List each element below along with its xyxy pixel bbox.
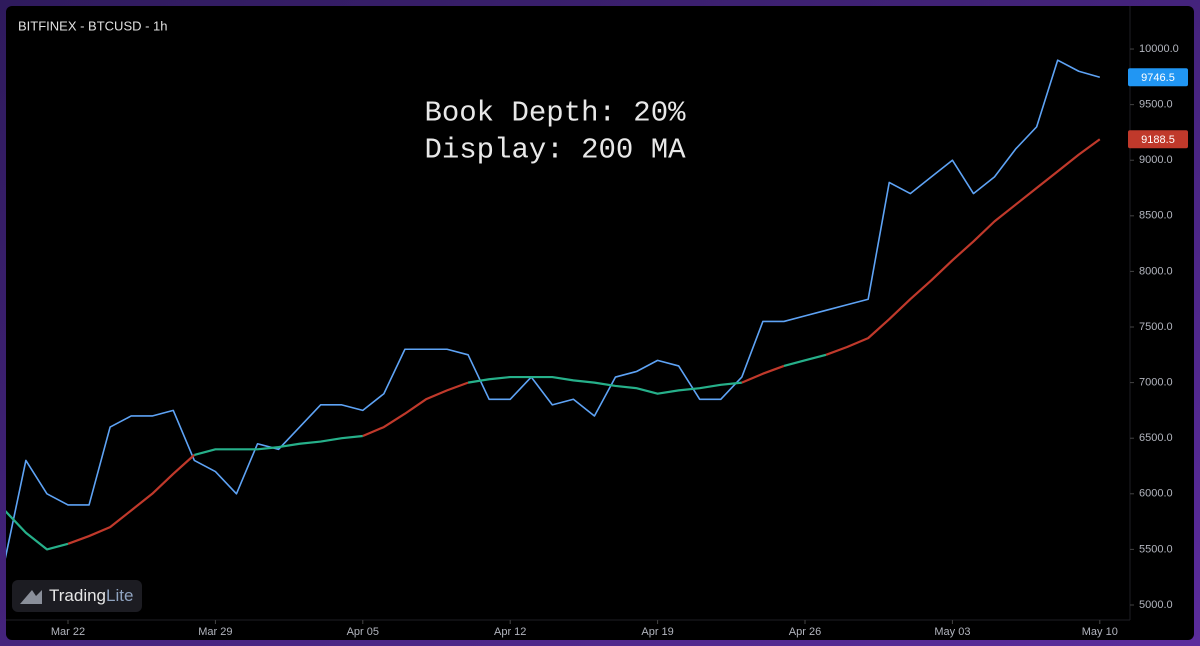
watermark: TradingLite [12, 580, 142, 612]
chart-title: BITFINEX - BTCUSD - 1h [18, 18, 168, 33]
x-tick-label: Apr 12 [494, 626, 526, 638]
x-tick-label: Mar 29 [198, 626, 232, 638]
y-tick-label: 5000.0 [1139, 599, 1173, 611]
logo [20, 590, 42, 604]
last-value-box [1128, 68, 1188, 87]
ma-line [6, 510, 69, 551]
y-tick-label: 8500.0 [1139, 210, 1173, 222]
ma-line [194, 434, 363, 456]
x-tick-label: Apr 26 [789, 626, 821, 638]
y-tick-label: 6000.0 [1139, 488, 1173, 500]
annotation: Book Depth: 20% [424, 97, 686, 130]
ma-line [467, 375, 742, 395]
watermark-box [12, 580, 142, 612]
ma-line [741, 364, 785, 384]
y-tick-label: 10000.0 [1139, 43, 1179, 55]
x-tick-label: Apr 19 [641, 626, 673, 638]
annotation: Display: 200 MA [424, 134, 686, 167]
chart-background [6, 6, 1194, 640]
y-tick-label: 6500.0 [1139, 432, 1173, 444]
x-tick-label: Mar 22 [51, 626, 85, 638]
y-tick-label: 7000.0 [1139, 377, 1173, 389]
ma-line [825, 138, 1101, 356]
brand: TradingLite [49, 586, 133, 605]
brand-part: Trading [49, 586, 106, 605]
y-tick-label: 8000.0 [1139, 265, 1173, 277]
ma-line [67, 454, 196, 545]
last-value-label: 9746.5 [1141, 72, 1175, 84]
brand-part: Lite [106, 586, 133, 605]
ma-line [783, 353, 827, 367]
x-tick-label: May 03 [934, 626, 970, 638]
price-line [6, 59, 1101, 559]
plot-area [6, 59, 1101, 559]
y-tick-label: 5500.0 [1139, 543, 1173, 555]
x-tick-label: Apr 05 [347, 626, 379, 638]
y-tick-label: 9000.0 [1139, 154, 1173, 166]
last-value-box [1128, 130, 1188, 149]
y-tick-label: 7500.0 [1139, 321, 1173, 333]
x-tick-label: May 10 [1082, 626, 1118, 638]
ma-line [362, 381, 469, 437]
y-tick-label: 9500.0 [1139, 99, 1173, 111]
last-value-label: 9188.5 [1141, 134, 1175, 146]
